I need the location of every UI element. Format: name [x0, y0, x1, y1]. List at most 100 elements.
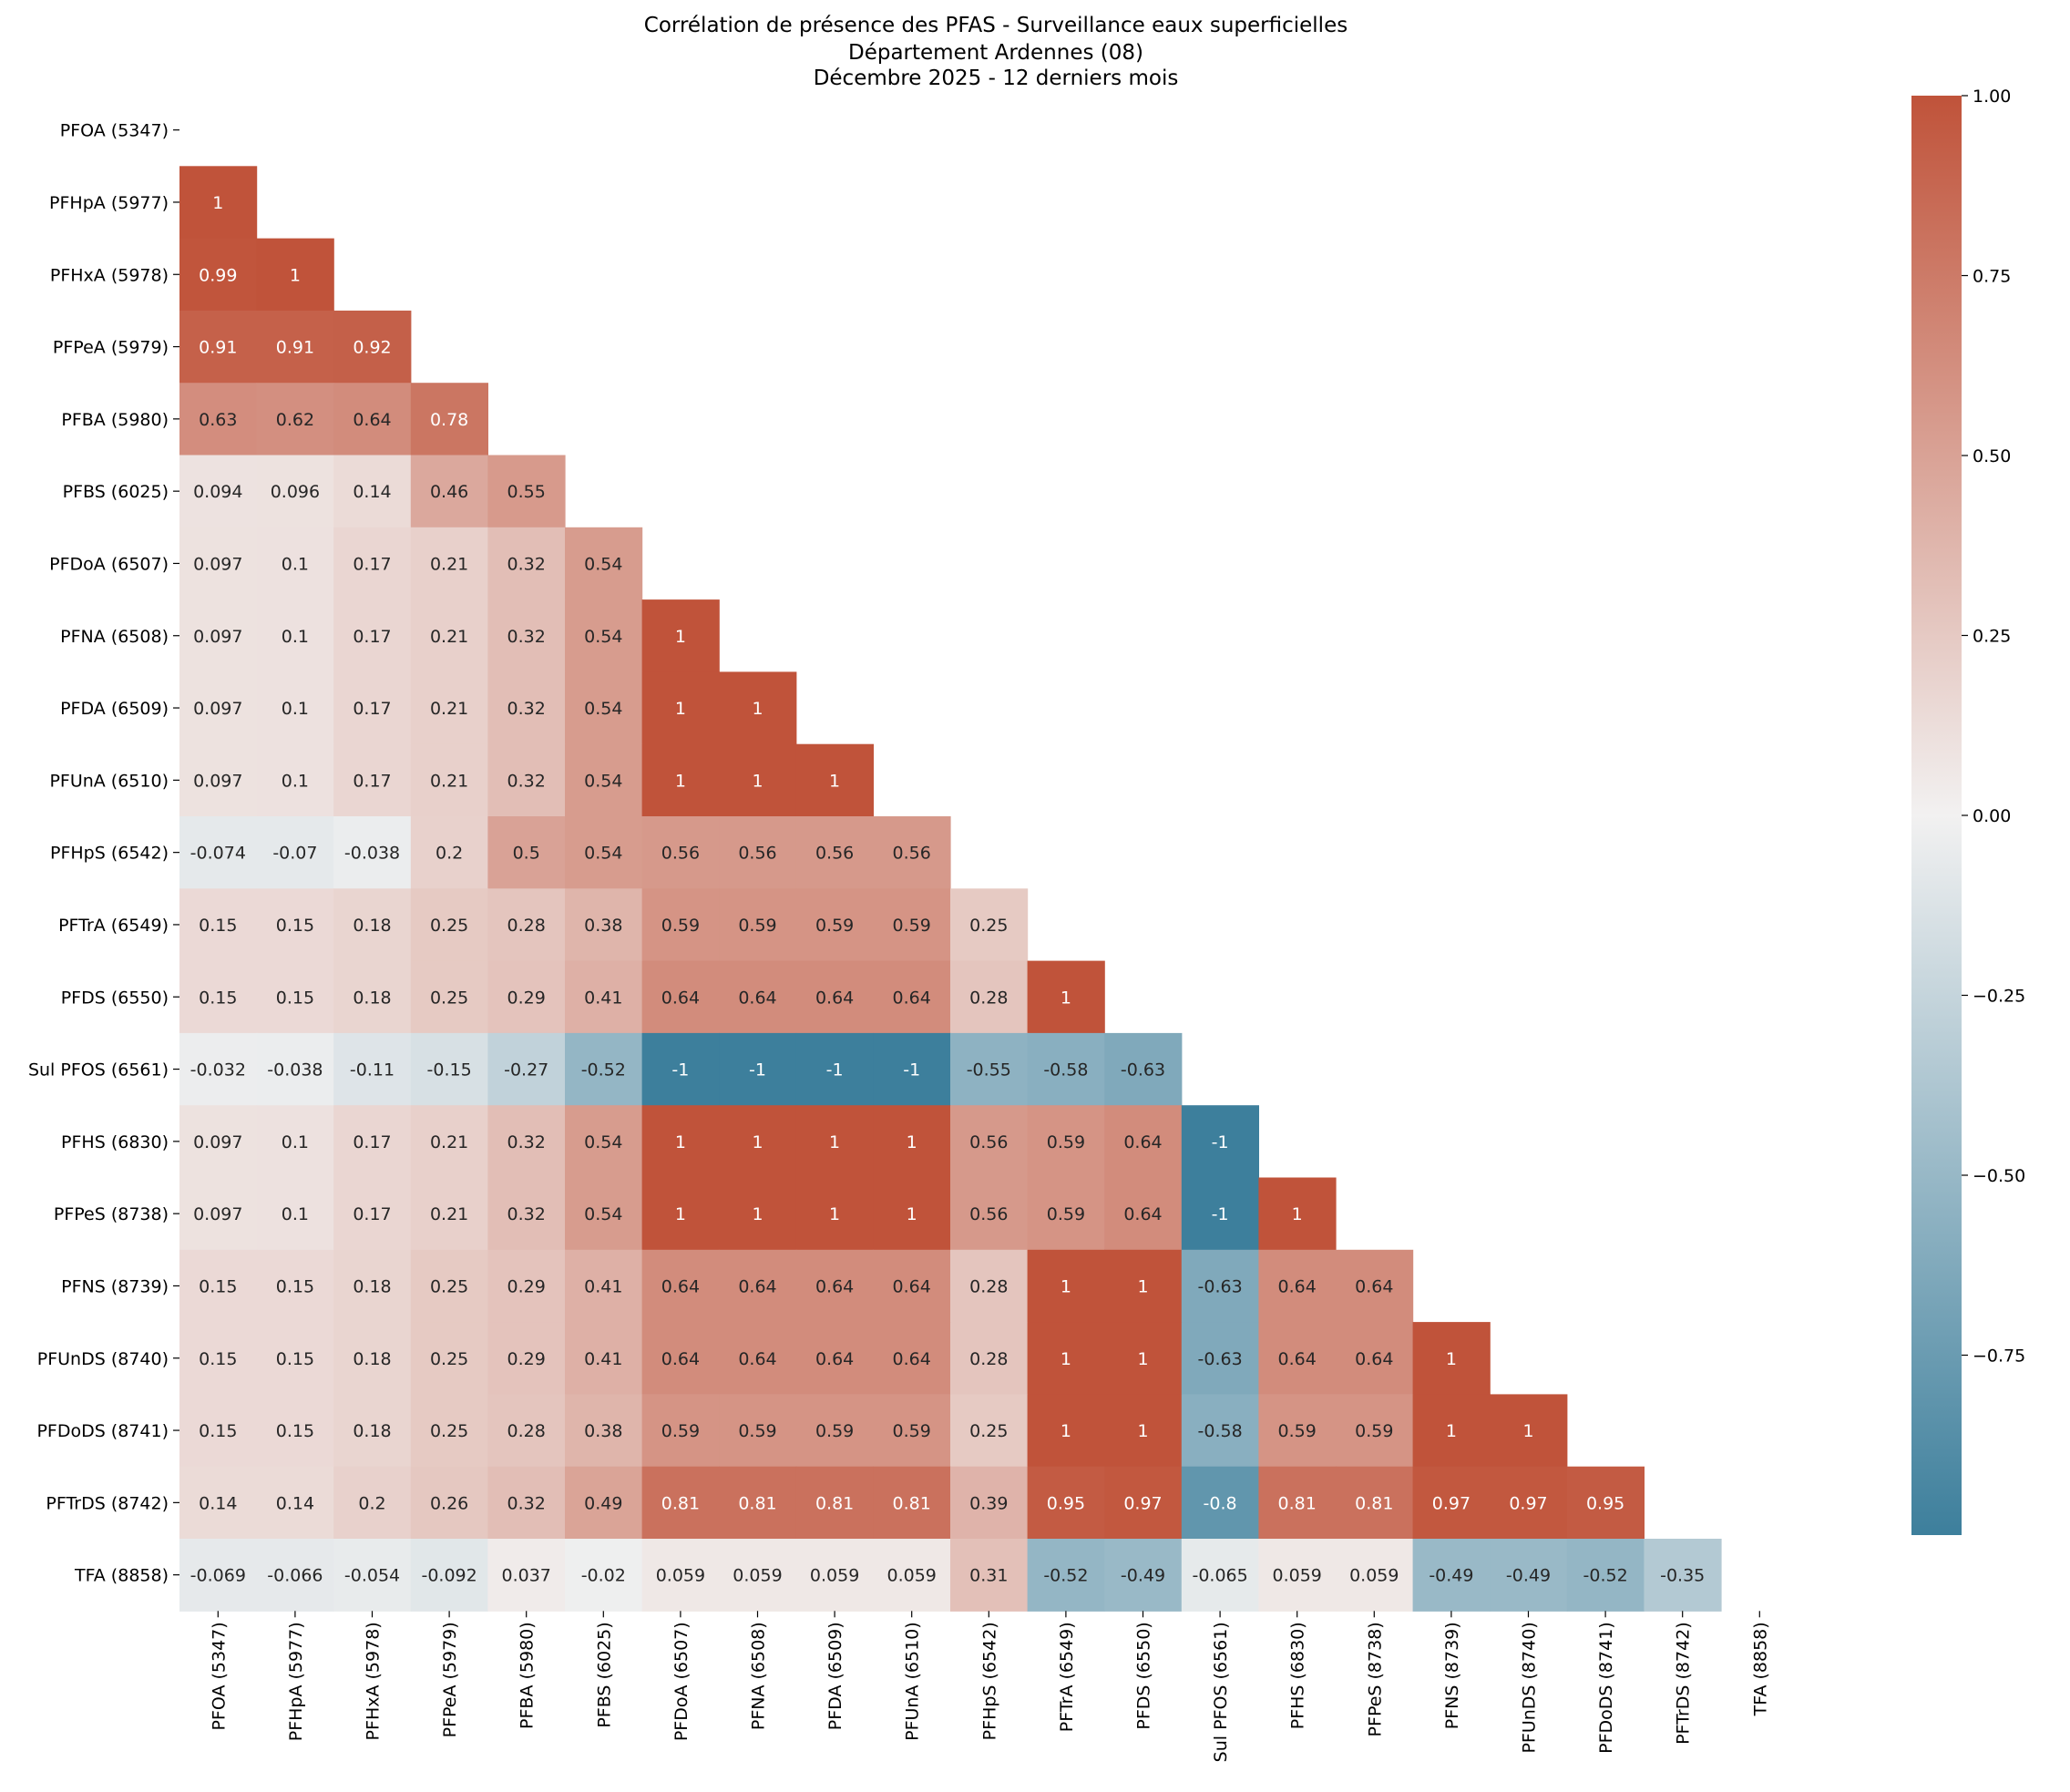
cell-value-label: 0.28 [507, 1421, 546, 1441]
heatmap-cell [256, 310, 334, 384]
cell-value-label: 0.64 [738, 1349, 776, 1369]
column-label: PFPeS (8738) [1365, 1622, 1385, 1736]
row-label: PFBA (5980) [61, 410, 169, 430]
cell-value-label: 0.059 [733, 1566, 782, 1586]
cell-value-label: 0.17 [353, 1204, 391, 1224]
cell-value-label: 0.64 [815, 988, 854, 1008]
heatmap-cell [487, 1394, 566, 1468]
cell-value-label: 1 [829, 771, 840, 791]
heatmap-cell [1566, 1539, 1645, 1612]
cell-value-label: 0.32 [507, 554, 546, 574]
column-label: PFDA (6509) [825, 1622, 845, 1730]
cell-value-label: 0.54 [584, 554, 622, 574]
cell-value-label: 0.55 [507, 482, 546, 502]
row-label: PFHpA (5977) [49, 193, 169, 213]
heatmap-cell [873, 816, 951, 889]
heatmap-cell [487, 888, 566, 962]
heatmap-cell [410, 888, 488, 962]
cell-value-label: -0.066 [267, 1566, 323, 1586]
heatmap-cell [873, 1249, 951, 1323]
heatmap-cell [179, 1394, 258, 1468]
subtitle-line: Décembre 2025 - 12 derniers mois [814, 67, 1179, 90]
heatmap-cell [333, 1177, 412, 1251]
cell-value-label: 0.63 [199, 410, 237, 430]
cell-value-label: 0.62 [276, 410, 314, 430]
heatmap-cell [179, 1322, 258, 1395]
cell-value-label: 0.2 [358, 1493, 385, 1513]
cell-value-label: 0.59 [815, 1421, 854, 1441]
heatmap-cell [873, 1032, 951, 1106]
heatmap-cell [333, 671, 412, 745]
heatmap-cell [333, 1539, 412, 1612]
cell-value-label: 1 [1446, 1421, 1457, 1441]
heatmap-cell [1412, 1466, 1491, 1540]
heatmap-cell [410, 671, 488, 745]
cell-value-label: 0.21 [430, 699, 468, 719]
heatmap-cell [795, 1249, 874, 1323]
cell-value-label: 0.059 [886, 1566, 936, 1586]
cell-value-label: 0.097 [193, 771, 242, 791]
column-label: Sul PFOS (6561) [1211, 1622, 1231, 1762]
heatmap-cell [565, 1466, 643, 1540]
cell-value-label: 0.25 [969, 916, 1008, 936]
heatmap-cell [487, 816, 566, 889]
cell-value-label: 0.25 [969, 1421, 1008, 1441]
cell-value-label: 0.64 [1123, 1132, 1162, 1152]
heatmap-cell [256, 888, 334, 962]
cell-value-label: 0.14 [353, 482, 391, 502]
column-label: PFHpS (6542) [979, 1622, 999, 1740]
colorbar: 1.00 0.75 0.50 0.25 0.00 −0.25 −0.50 −0.75 [1911, 87, 2025, 1535]
cell-value-label: 0.21 [430, 771, 468, 791]
cell-value-label: 0.32 [507, 699, 546, 719]
cell-value-label: 0.59 [661, 916, 700, 936]
cell-value-label: -1 [1212, 1132, 1229, 1152]
cell-value-label: 0.28 [969, 988, 1008, 1008]
heatmap-cell [1181, 1249, 1259, 1323]
cell-value-label: 0.54 [584, 844, 622, 864]
heatmap-cell [641, 743, 720, 817]
column-label: TFA (8858) [1750, 1622, 1770, 1716]
heatmap-cell [1181, 1322, 1259, 1395]
heatmap-cell [410, 1466, 488, 1540]
cell-value-label: 0.094 [193, 482, 242, 502]
cell-value-label: -0.63 [1198, 1349, 1243, 1369]
column-label: PFOA (5347) [209, 1622, 229, 1730]
cell-value-label: 0.059 [656, 1566, 705, 1586]
cell-value-label: 0.46 [430, 482, 468, 502]
cell-value-label: 0.39 [969, 1493, 1008, 1513]
cell-value-label: -0.065 [1192, 1566, 1247, 1586]
cell-value-label: 0.097 [193, 1132, 242, 1152]
heatmap-cell [641, 1177, 720, 1251]
cell-value-label: 0.59 [738, 1421, 776, 1441]
heatmap-cell [795, 1322, 874, 1395]
cell-value-label: 0.59 [1355, 1421, 1393, 1441]
heatmap-cell [1258, 1539, 1337, 1612]
heatmap-cell [487, 743, 566, 817]
colorbar-tick-label: −0.25 [1973, 987, 2025, 1007]
heatmap-cell [256, 238, 334, 312]
cell-value-label: -1 [671, 1060, 689, 1080]
heatmap-cell [333, 1032, 412, 1106]
heatmap-cell [873, 1539, 951, 1612]
cell-value-label: -0.58 [1198, 1421, 1243, 1441]
cell-value-label: -0.27 [504, 1060, 548, 1080]
cell-value-label: 0.28 [969, 1276, 1008, 1296]
cell-value-label: 0.38 [584, 1421, 622, 1441]
cell-value-label: 0.95 [1047, 1493, 1085, 1513]
cell-value-label: 0.25 [430, 916, 468, 936]
chart-title: Corrélation de présence des PFAS - Surve… [644, 14, 1348, 90]
row-label: PFNS (8739) [61, 1276, 169, 1296]
heatmap-cell [873, 1466, 951, 1540]
cell-value-label: 0.26 [430, 1493, 468, 1513]
cell-value-label: 0.18 [353, 988, 391, 1008]
heatmap-cell [256, 1466, 334, 1540]
column-label: PFBS (6025) [594, 1622, 614, 1727]
heatmap-cell [256, 816, 334, 889]
heatmap-cell [1027, 1539, 1105, 1612]
cell-value-label: 0.81 [1355, 1493, 1393, 1513]
heatmap-cell [873, 1177, 951, 1251]
heatmap-cell [410, 1394, 488, 1468]
heatmap-cell [179, 238, 258, 312]
cell-value-label: 0.59 [661, 1421, 700, 1441]
